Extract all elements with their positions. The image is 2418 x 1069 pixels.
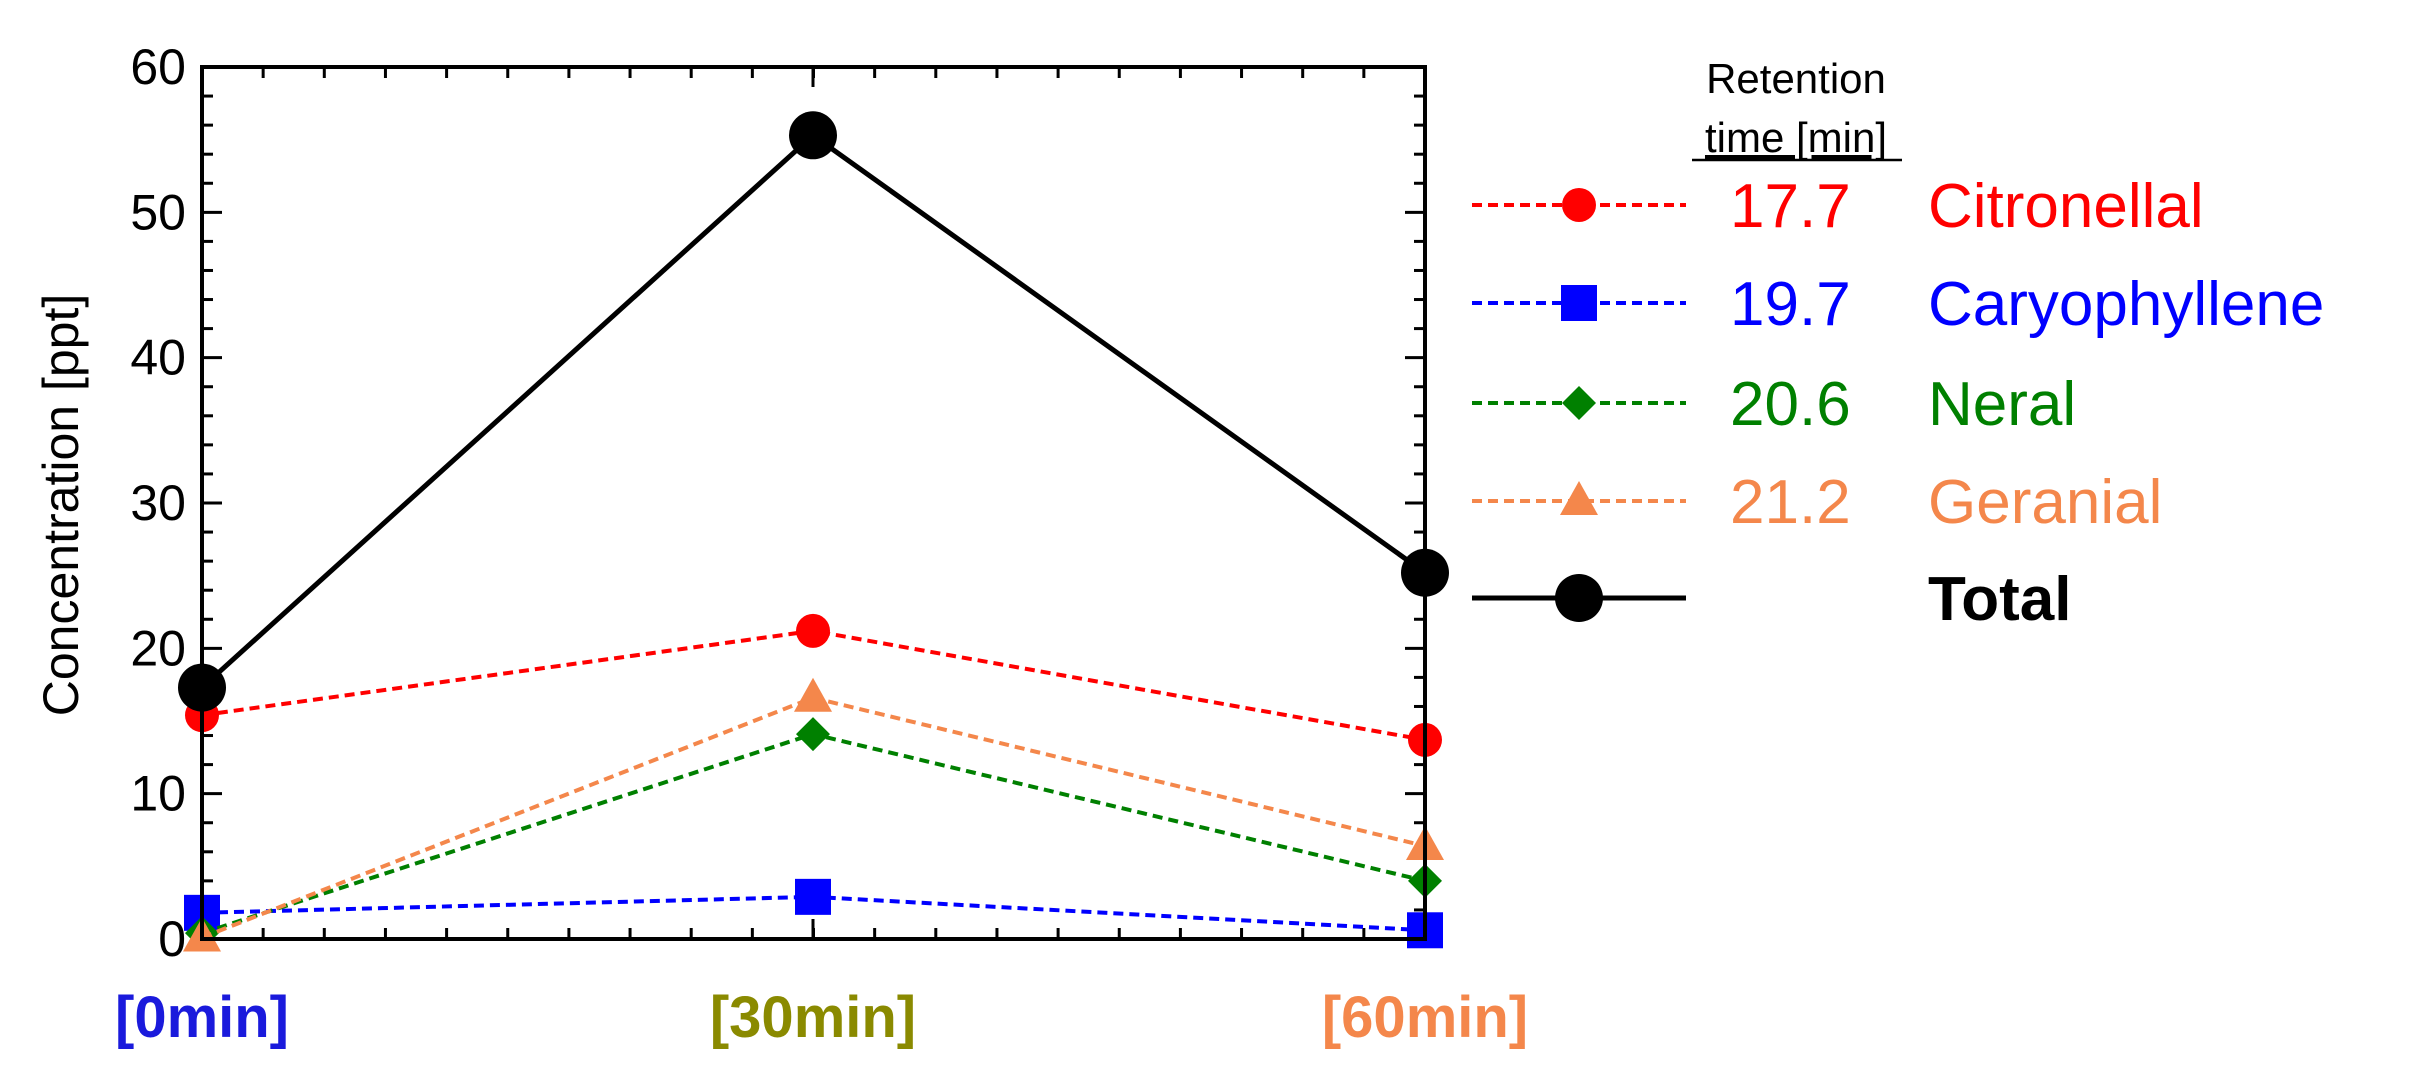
legend-name: Citronellal [1928,172,2204,241]
legend-marker [1562,188,1596,222]
data-point [796,613,830,648]
data-point [794,677,832,712]
series-lines [178,111,1449,952]
series-line [200,132,1427,690]
y-axis-title: Concentration [ppt] [33,294,89,717]
legend-marker [1560,481,1598,515]
legend-retention: 19.7 [1730,270,1851,339]
y-tick-label: 10 [130,766,186,822]
data-point [795,878,831,915]
legend-entry-geranial: 21.2 Geranial [1472,468,2162,537]
legend-header-line2: time [min] [1705,114,1887,161]
x-tick-label: [60min] [1322,985,1528,1050]
legend-entry-caryophyllene: 19.7 Caryophyllene [1472,270,2324,339]
legend-name: Neral [1928,370,2076,439]
plot-frame [200,65,1427,941]
legend-marker [1555,574,1603,622]
legend-entry-citronellal: 17.7 Citronellal [1472,172,2204,241]
y-tick-label: 20 [130,620,186,676]
legend-name: Total [1928,565,2072,634]
y-tick-label: 60 [130,39,186,95]
y-tick-labels: 0 10 20 30 40 50 60 [130,39,186,967]
x-tick-label: [30min] [710,985,916,1050]
axis-ticks [200,65,1427,941]
legend-retention: 17.7 [1730,172,1851,241]
legend: Retention time [min] 17.7 Citronellal 19.7… [1472,55,2324,634]
legend-name: Caryophyllene [1928,270,2324,339]
legend-entry-total: Total [1472,565,2072,634]
x-tick-labels: [0min] [30min] [60min] [115,985,1528,1050]
legend-entry-neral: 20.6 Neral [1472,370,2076,439]
y-tick-label: 0 [158,911,186,967]
legend-marker [1562,386,1596,420]
series-total [178,111,1449,712]
y-tick-label: 50 [130,184,186,240]
y-tick-label: 30 [130,475,186,531]
legend-marker [1561,285,1597,321]
y-tick-label: 40 [130,330,186,386]
legend-retention: 21.2 [1730,468,1851,537]
x-tick-label: [0min] [115,985,289,1050]
legend-retention: 20.6 [1730,370,1851,439]
legend-name: Geranial [1928,468,2162,537]
data-point [789,111,837,160]
data-point [796,717,830,752]
series-neral [185,717,1442,951]
legend-header-line1: Retention [1706,55,1886,102]
